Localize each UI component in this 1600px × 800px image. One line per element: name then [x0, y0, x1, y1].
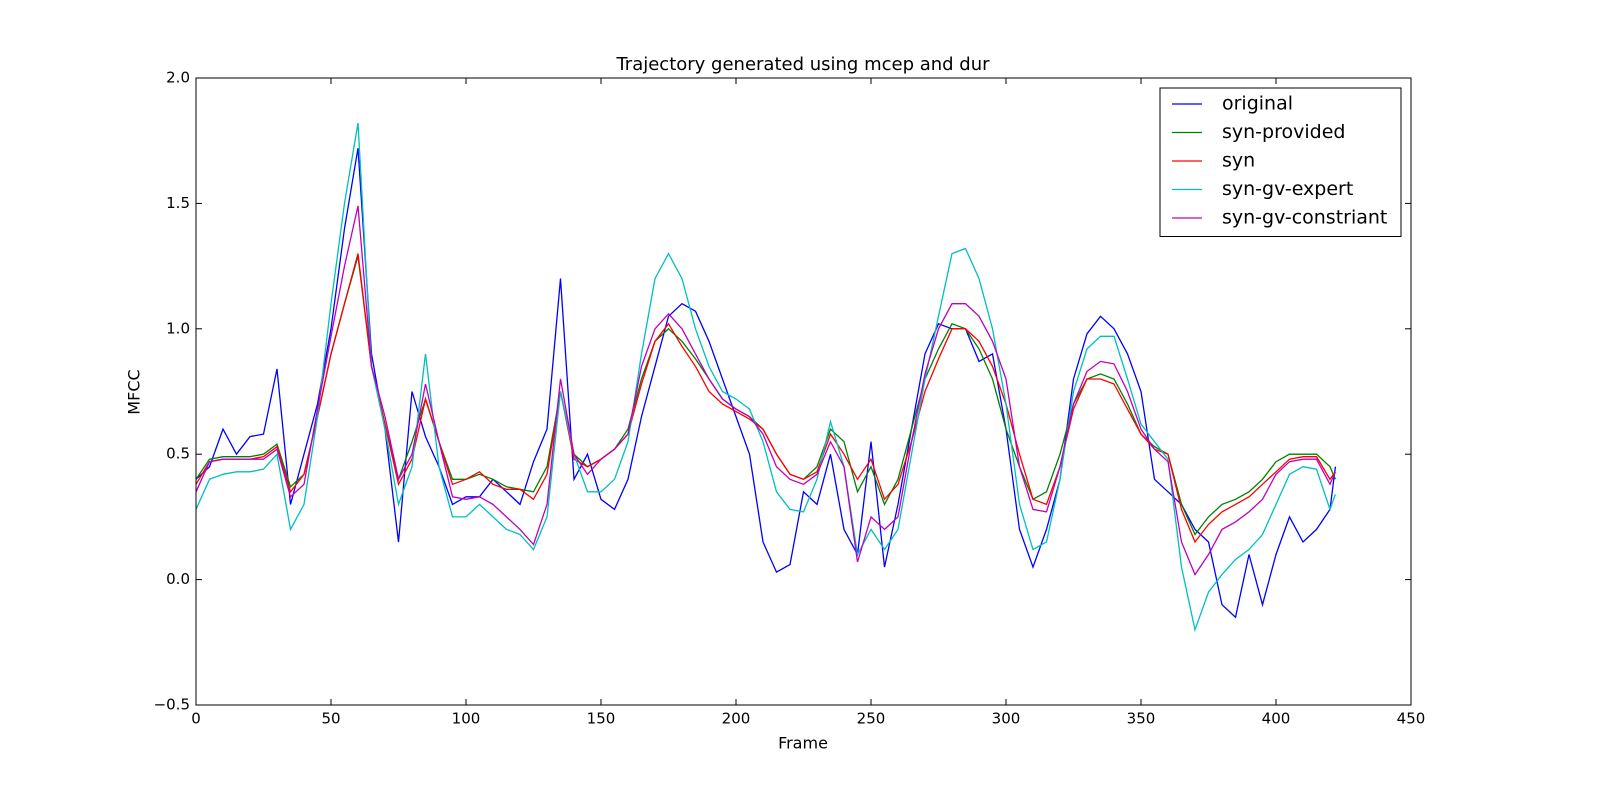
legend-label: syn	[1222, 150, 1255, 172]
y-tick-label: 0.0	[166, 570, 190, 588]
series-line	[195, 205, 1336, 576]
x-tick-label: 100	[452, 710, 481, 728]
x-tick-label: 250	[857, 710, 886, 728]
x-tick-label: 50	[321, 710, 340, 728]
legend-box	[1159, 87, 1402, 237]
x-tick-label: 200	[722, 710, 751, 728]
series-line	[195, 122, 1337, 633]
x-tick-label: 300	[992, 710, 1021, 728]
x-axis-label: Frame	[778, 734, 828, 753]
y-tick-label: 1.0	[166, 319, 190, 337]
y-tick-label: 0.5	[166, 445, 190, 463]
x-tick-label: 400	[1262, 710, 1291, 728]
series-line	[195, 148, 1337, 619]
plot-frame	[195, 77, 1412, 706]
legend-label: syn-gv-expert	[1222, 178, 1353, 200]
x-tick-label: 150	[587, 710, 616, 728]
legend-label: syn-gv-constriant	[1222, 207, 1387, 229]
legend-label: syn-provided	[1222, 121, 1345, 143]
chart-title: Trajectory generated using mcep and dur	[615, 54, 990, 75]
y-tick-label: 1.5	[166, 194, 190, 212]
legend-label: original	[1222, 93, 1293, 115]
x-tick-label: 350	[1127, 710, 1156, 728]
x-tick-label: 450	[1397, 710, 1426, 728]
x-tick-label: 0	[191, 710, 201, 728]
y-tick-label: −0.5	[154, 696, 190, 714]
y-axis-label: MFCC	[125, 369, 144, 414]
y-tick-label: 2.0	[166, 69, 190, 87]
